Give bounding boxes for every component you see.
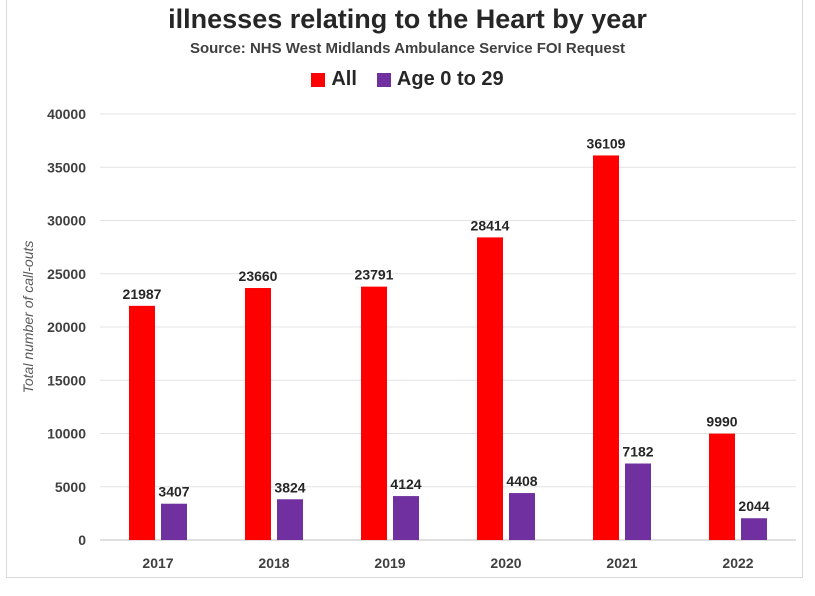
data-label: 23791 [355, 267, 394, 283]
data-label: 4124 [390, 476, 421, 492]
bar-age-0-29 [625, 463, 651, 540]
y-axis-title: Total number of call-outs [20, 241, 36, 394]
bar-age-0-29 [741, 518, 767, 540]
bar-all [129, 305, 155, 540]
data-label: 3407 [158, 484, 189, 500]
bar-age-0-29 [277, 499, 303, 540]
y-tick-label: 0 [78, 532, 86, 548]
bar-all [361, 286, 387, 540]
chart-title: illnesses relating to the Heart by year [168, 4, 647, 34]
legend-item-all: All [311, 68, 357, 91]
data-label: 9990 [706, 414, 737, 430]
bar-all [709, 433, 735, 540]
bar-age-0-29 [393, 496, 419, 540]
x-tick-label: 2019 [374, 555, 405, 571]
y-tick-label: 5000 [55, 479, 86, 495]
legend-swatch-age-0-29 [376, 72, 391, 87]
bar-all [477, 237, 503, 540]
legend-label-all: All [331, 68, 357, 90]
data-label: 4408 [506, 473, 537, 489]
legend-item-age-0-29: Age 0 to 29 [376, 68, 504, 91]
chart-legend: All Age 0 to 29 [0, 68, 815, 91]
data-label: 36109 [587, 135, 626, 151]
y-tick-label: 25000 [47, 266, 86, 282]
data-label: 23660 [239, 268, 278, 284]
bar-age-0-29 [161, 503, 187, 540]
x-tick-label: 2022 [722, 555, 753, 571]
y-tick-label: 10000 [47, 426, 86, 442]
bar-age-0-29 [509, 493, 535, 540]
x-tick-label: 2021 [606, 555, 637, 571]
bar-all [245, 288, 271, 540]
y-tick-label: 20000 [47, 319, 86, 335]
data-label: 2044 [738, 498, 769, 514]
x-tick-label: 2017 [142, 555, 173, 571]
data-label: 3824 [274, 479, 305, 495]
data-label: 28414 [471, 217, 510, 233]
y-tick-label: 30000 [47, 213, 86, 229]
legend-swatch-all [311, 72, 326, 87]
data-label: 21987 [123, 286, 162, 302]
chart-subtitle: Source: NHS West Midlands Ambulance Serv… [189, 40, 626, 57]
y-tick-label: 15000 [47, 372, 86, 388]
x-tick-label: 2020 [490, 555, 521, 571]
bar-all [593, 155, 619, 540]
data-label: 7182 [622, 444, 653, 460]
y-tick-label: 35000 [47, 159, 86, 175]
legend-label-age-0-29: Age 0 to 29 [396, 68, 504, 90]
x-tick-label: 2018 [258, 555, 289, 571]
y-tick-label: 40000 [47, 106, 86, 122]
